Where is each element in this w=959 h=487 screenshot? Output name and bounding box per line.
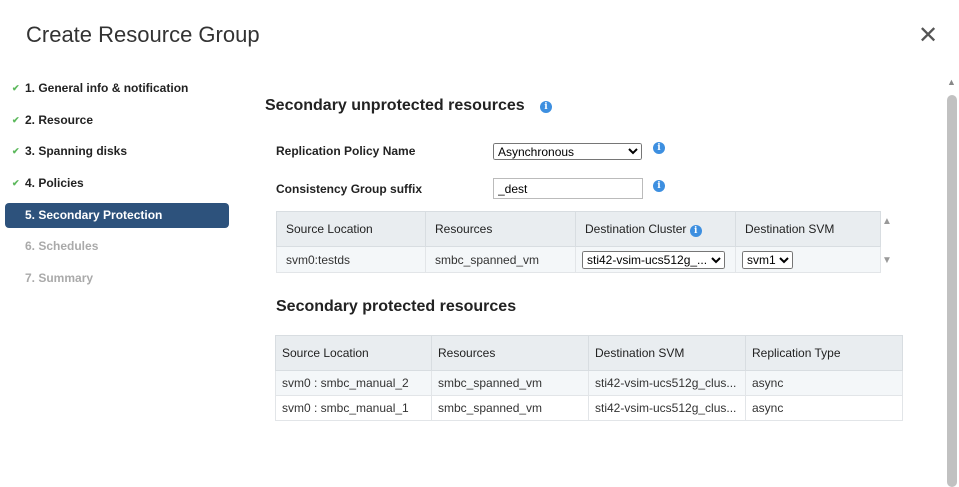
consistency-suffix-input[interactable] <box>493 178 643 199</box>
cell-type: async <box>745 395 903 421</box>
suffix-label: Consistency Group suffix <box>276 182 423 196</box>
cell-resources: smbc_spanned_vm <box>431 370 589 396</box>
destination-cluster-select[interactable]: sti42-vsim-ucs512g_... <box>582 250 725 269</box>
table-row: svm0 : smbc_manual_2 smbc_spanned_vm sti… <box>275 370 903 396</box>
info-icon[interactable]: i <box>689 224 702 237</box>
col-svm: Destination SVM <box>735 211 881 247</box>
section-title-unprotected: Secondary unprotected resources <box>265 97 525 114</box>
cell-resources: smbc_spanned_vm <box>425 246 576 273</box>
check-icon: ✔ <box>12 178 20 188</box>
cell-source: svm0 : smbc_manual_1 <box>275 395 432 421</box>
cell-svm: svm1 <box>735 246 881 273</box>
check-icon: ✔ <box>12 83 20 93</box>
col-source: Source Location <box>275 335 432 371</box>
check-icon: ✔ <box>12 115 20 125</box>
cell-resources: smbc_spanned_vm <box>431 395 589 421</box>
col-resources: Resources <box>431 335 589 371</box>
col-cluster: Destination Cluster i <box>575 211 736 247</box>
close-icon[interactable]: ✕ <box>918 22 939 49</box>
step-label: 1. General info & notification <box>25 81 189 95</box>
unprotected-table: Source Location Resources Destination Cl… <box>276 211 881 273</box>
table-row: svm0:testds smbc_spanned_vm sti42-vsim-u… <box>276 246 881 273</box>
cell-source: svm0:testds <box>276 246 426 273</box>
cell-svm: sti42-vsim-ucs512g_clus... <box>588 370 746 396</box>
cell-source: svm0 : smbc_manual_2 <box>275 370 432 396</box>
step-label: 5. Secondary Protection <box>25 208 163 222</box>
col-svm: Destination SVM <box>588 335 746 371</box>
info-icon[interactable]: i <box>653 180 665 192</box>
col-type: Replication Type <box>745 335 903 371</box>
info-icon[interactable]: i <box>653 142 665 154</box>
step-label: 2. Resource <box>25 113 94 127</box>
table-header: Source Location Resources Destination SV… <box>275 335 903 371</box>
scrollbar-thumb[interactable] <box>947 95 957 487</box>
dialog-title: Create Resource Group <box>26 22 260 47</box>
protected-table: Source Location Resources Destination SV… <box>275 335 903 421</box>
step-resource[interactable]: ✔ 2. Resource <box>5 108 229 133</box>
policy-label: Replication Policy Name <box>276 144 416 158</box>
scroll-up-icon[interactable]: ▲ <box>882 216 892 227</box>
step-label: 6. Schedules <box>25 239 99 253</box>
step-label: 4. Policies <box>25 176 84 190</box>
step-label: 7. Summary <box>25 271 94 285</box>
info-icon[interactable]: i <box>540 101 552 113</box>
col-source: Source Location <box>276 211 426 247</box>
col-resources: Resources <box>425 211 576 247</box>
section-title-protected: Secondary protected resources <box>276 298 517 315</box>
scroll-down-icon[interactable]: ▼ <box>882 255 892 266</box>
step-secondary-protection[interactable]: 5. Secondary Protection <box>5 203 229 228</box>
cell-type: async <box>745 370 903 396</box>
step-general-info[interactable]: ✔ 1. General info & notification <box>5 76 229 101</box>
replication-policy-select[interactable]: Asynchronous <box>493 143 642 160</box>
table-row: svm0 : smbc_manual_1 smbc_spanned_vm sti… <box>275 395 903 421</box>
step-summary: 7. Summary <box>5 266 229 291</box>
scrollbar-up-arrow[interactable]: ▲ <box>947 77 956 87</box>
step-label: 3. Spanning disks <box>25 144 128 158</box>
destination-svm-select[interactable]: svm1 <box>742 250 793 269</box>
step-spanning-disks[interactable]: ✔ 3. Spanning disks <box>5 139 229 164</box>
cell-svm: sti42-vsim-ucs512g_clus... <box>588 395 746 421</box>
step-policies[interactable]: ✔ 4. Policies <box>5 171 229 196</box>
table-header: Source Location Resources Destination Cl… <box>276 211 881 247</box>
cell-cluster: sti42-vsim-ucs512g_... <box>575 246 736 273</box>
check-icon: ✔ <box>12 146 20 156</box>
step-schedules: 6. Schedules <box>5 234 229 259</box>
